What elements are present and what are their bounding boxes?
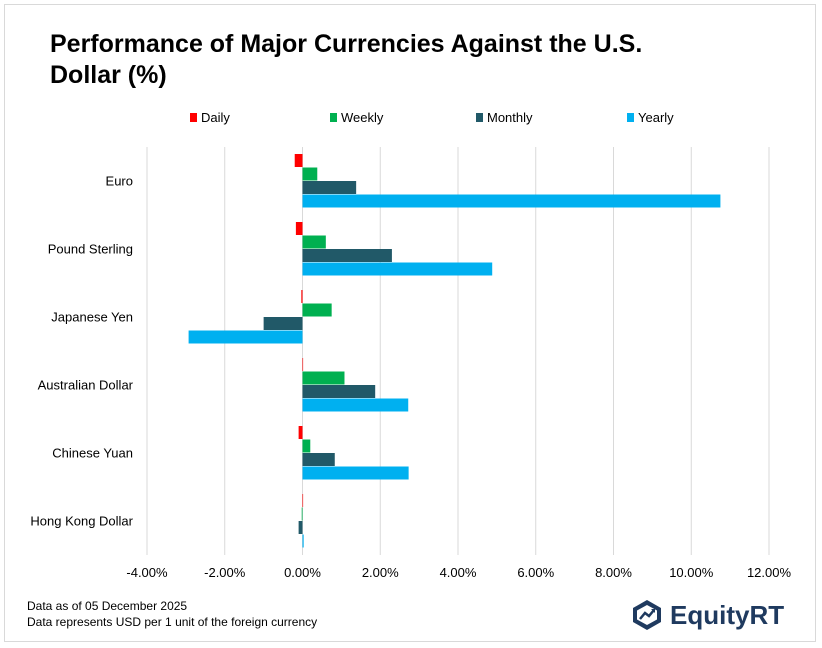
category-labels: Euro Pound Sterling Japanese Yen Australian… bbox=[30, 174, 133, 529]
chart-title: Performance of Major Currencies Against … bbox=[50, 30, 643, 89]
gridlines bbox=[146, 147, 770, 555]
bar-australian-dollar-monthly bbox=[302, 385, 376, 398]
equityrt-logo-icon bbox=[633, 600, 661, 630]
category-label: Euro bbox=[106, 174, 133, 189]
x-tick-label: 4.00% bbox=[440, 565, 477, 580]
bar-pound-sterling-monthly bbox=[302, 249, 392, 262]
bar-chinese-yuan-daily bbox=[298, 426, 303, 439]
legend-swatch bbox=[476, 113, 483, 122]
bar-euro-yearly bbox=[302, 194, 721, 208]
x-tick-label: 12.00% bbox=[747, 565, 792, 580]
bars bbox=[188, 154, 721, 548]
legend-item-daily: Daily bbox=[190, 110, 230, 125]
bar-chinese-yuan-weekly bbox=[302, 439, 311, 453]
bar-euro-weekly bbox=[302, 167, 318, 181]
bar-pound-sterling-yearly bbox=[302, 262, 493, 276]
category-label: Chinese Yuan bbox=[52, 446, 133, 461]
legend-label: Monthly bbox=[487, 110, 533, 125]
bar-japanese-yen-weekly bbox=[302, 303, 332, 317]
x-tick-label: 10.00% bbox=[669, 565, 714, 580]
footnote-note: Data represents USD per 1 unit of the fo… bbox=[27, 615, 318, 629]
bar-pound-sterling-daily bbox=[295, 222, 303, 235]
bar-hong-kong-dollar-daily bbox=[302, 494, 304, 507]
legend-label: Yearly bbox=[638, 110, 674, 125]
bar-japanese-yen-daily bbox=[301, 290, 303, 303]
x-tick-label: 2.00% bbox=[362, 565, 399, 580]
equityrt-logo-text: EquityRT bbox=[670, 600, 785, 630]
x-axis-tick-labels: -4.00% -2.00% 0.00% 2.00% 4.00% 6.00% 8.00% 10.… bbox=[126, 565, 791, 580]
bar-japanese-yen-monthly bbox=[263, 317, 303, 330]
legend-item-monthly: Monthly bbox=[476, 110, 533, 125]
x-tick-label: -2.00% bbox=[204, 565, 246, 580]
legend-swatch bbox=[330, 113, 337, 122]
bar-hong-kong-dollar-weekly bbox=[301, 507, 303, 521]
bar-hong-kong-dollar-monthly bbox=[298, 521, 303, 534]
x-tick-label: -4.00% bbox=[126, 565, 168, 580]
x-tick-label: 8.00% bbox=[595, 565, 632, 580]
bar-chinese-yuan-yearly bbox=[302, 466, 409, 480]
legend-item-yearly: Yearly bbox=[627, 110, 674, 125]
bar-australian-dollar-daily bbox=[302, 358, 304, 371]
category-label: Japanese Yen bbox=[51, 310, 133, 325]
bar-australian-dollar-weekly bbox=[302, 371, 345, 385]
bar-japanese-yen-yearly bbox=[188, 330, 303, 344]
category-label: Pound Sterling bbox=[48, 242, 133, 257]
legend-swatch bbox=[627, 113, 634, 122]
bar-chinese-yuan-monthly bbox=[302, 453, 335, 466]
bar-australian-dollar-yearly bbox=[302, 398, 409, 412]
legend-label: Weekly bbox=[341, 110, 384, 125]
bar-euro-daily bbox=[294, 154, 303, 167]
equityrt-logo: EquityRT bbox=[630, 598, 784, 634]
bar-hong-kong-dollar-yearly bbox=[302, 534, 304, 548]
x-tick-label: 0.00% bbox=[284, 565, 321, 580]
category-label: Hong Kong Dollar bbox=[30, 514, 133, 529]
category-label: Australian Dollar bbox=[38, 378, 134, 393]
footnote-date: Data as of 05 December 2025 bbox=[27, 599, 188, 613]
bar-euro-monthly bbox=[302, 181, 357, 194]
legend-swatch bbox=[190, 113, 197, 122]
legend: Daily Weekly Monthly Yearly bbox=[190, 110, 674, 125]
bar-pound-sterling-weekly bbox=[302, 235, 326, 249]
legend-item-weekly: Weekly bbox=[330, 110, 384, 125]
chart-frame: Performance of Major Currencies Against … bbox=[4, 4, 816, 642]
x-tick-label: 6.00% bbox=[517, 565, 554, 580]
legend-label: Daily bbox=[201, 110, 230, 125]
